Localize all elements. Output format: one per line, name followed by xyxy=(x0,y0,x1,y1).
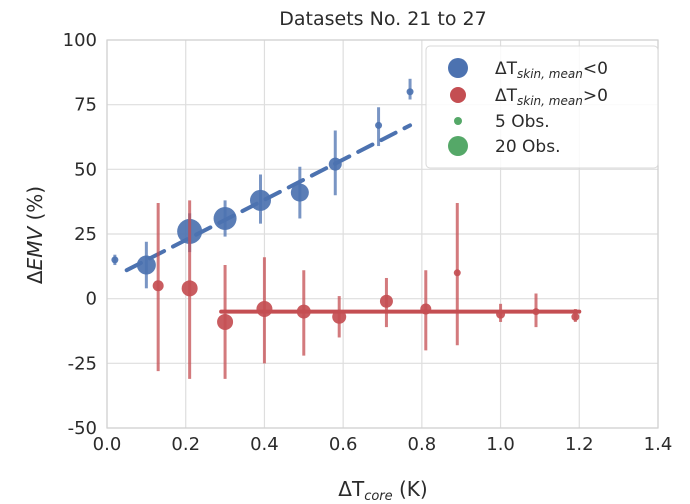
x-axis-label: ΔTcore (K) xyxy=(338,477,427,504)
y-tick-labels: -50 -25 0 25 50 75 100 xyxy=(63,30,97,439)
point-series-0 xyxy=(406,88,414,96)
legend-series-0-sub: skin, mean xyxy=(517,67,583,81)
point-series-0 xyxy=(249,189,271,211)
y-tick-label: -50 xyxy=(68,418,97,439)
point-series-1 xyxy=(453,269,461,277)
legend-label-series-1: ΔTskin, mean>0 xyxy=(495,86,608,108)
y-tick-label: 50 xyxy=(74,159,97,180)
legend-series-0-rest: <0 xyxy=(583,59,608,79)
y-tick-label: 0 xyxy=(86,289,97,310)
legend-series-1-rest: >0 xyxy=(583,86,608,106)
point-series-0 xyxy=(111,256,119,264)
point-series-1 xyxy=(379,294,393,308)
x-tick-label: 0.4 xyxy=(250,434,279,455)
y-tick-label: 75 xyxy=(74,95,97,116)
point-series-1 xyxy=(181,280,198,297)
legend-series-1-sub: skin, mean xyxy=(517,94,583,108)
y-axis-label-rest: (%) xyxy=(23,186,47,227)
legend: ΔTskin, mean<0 ΔTskin, mean>0 5 Obs. 20 … xyxy=(425,45,659,169)
y-axis-label-italic: EMV xyxy=(23,226,47,271)
legend-marker-series-0 xyxy=(448,58,468,78)
x-axis-label-sub: core xyxy=(364,489,392,504)
x-tick-labels: 0.0 0.2 0.4 0.6 0.8 1.0 1.2 1.4 xyxy=(93,434,673,455)
point-series-1 xyxy=(532,308,540,316)
point-series-1 xyxy=(217,313,234,330)
point-series-1 xyxy=(152,280,164,292)
x-tick-label: 0.8 xyxy=(408,434,437,455)
legend-label-size-5: 5 Obs. xyxy=(495,112,550,132)
x-tick-label: 1.4 xyxy=(644,434,673,455)
point-series-0 xyxy=(375,121,383,129)
point-series-0 xyxy=(136,255,156,275)
x-tick-label: 0.6 xyxy=(329,434,358,455)
x-tick-label: 1.0 xyxy=(486,434,515,455)
point-series-1 xyxy=(256,301,273,318)
point-series-1 xyxy=(332,309,347,324)
y-axis-label: ΔEMV (%) xyxy=(23,186,47,284)
data-points xyxy=(111,78,580,379)
point-series-0 xyxy=(290,183,309,202)
point-series-1 xyxy=(420,303,432,315)
point-series-1 xyxy=(496,309,506,319)
y-tick-label: 25 xyxy=(74,224,97,245)
legend-marker-series-1 xyxy=(450,87,466,103)
legend-marker-size-5 xyxy=(454,117,462,125)
x-tick-label: 0.0 xyxy=(93,434,122,455)
y-tick-label: -25 xyxy=(68,353,97,374)
x-tick-label: 1.2 xyxy=(565,434,594,455)
legend-label-series-0: ΔTskin, mean<0 xyxy=(495,59,608,81)
x-tick-label: 0.2 xyxy=(171,434,200,455)
x-axis-label-main: ΔT xyxy=(338,477,365,501)
point-series-1 xyxy=(571,312,580,321)
point-series-1 xyxy=(296,304,311,319)
y-axis-label-main: Δ xyxy=(23,270,47,284)
x-axis-label-rest: (K) xyxy=(393,477,428,501)
legend-series-0-main: ΔT xyxy=(495,59,518,79)
legend-series-1-main: ΔT xyxy=(495,86,518,106)
legend-label-size-20: 20 Obs. xyxy=(495,137,560,157)
point-series-0 xyxy=(213,206,237,230)
point-series-0 xyxy=(328,157,342,171)
chart-title: Datasets No. 21 to 27 xyxy=(279,8,486,30)
legend-marker-size-20 xyxy=(448,136,468,156)
y-tick-label: 100 xyxy=(63,30,97,51)
plot-frame xyxy=(106,39,659,429)
